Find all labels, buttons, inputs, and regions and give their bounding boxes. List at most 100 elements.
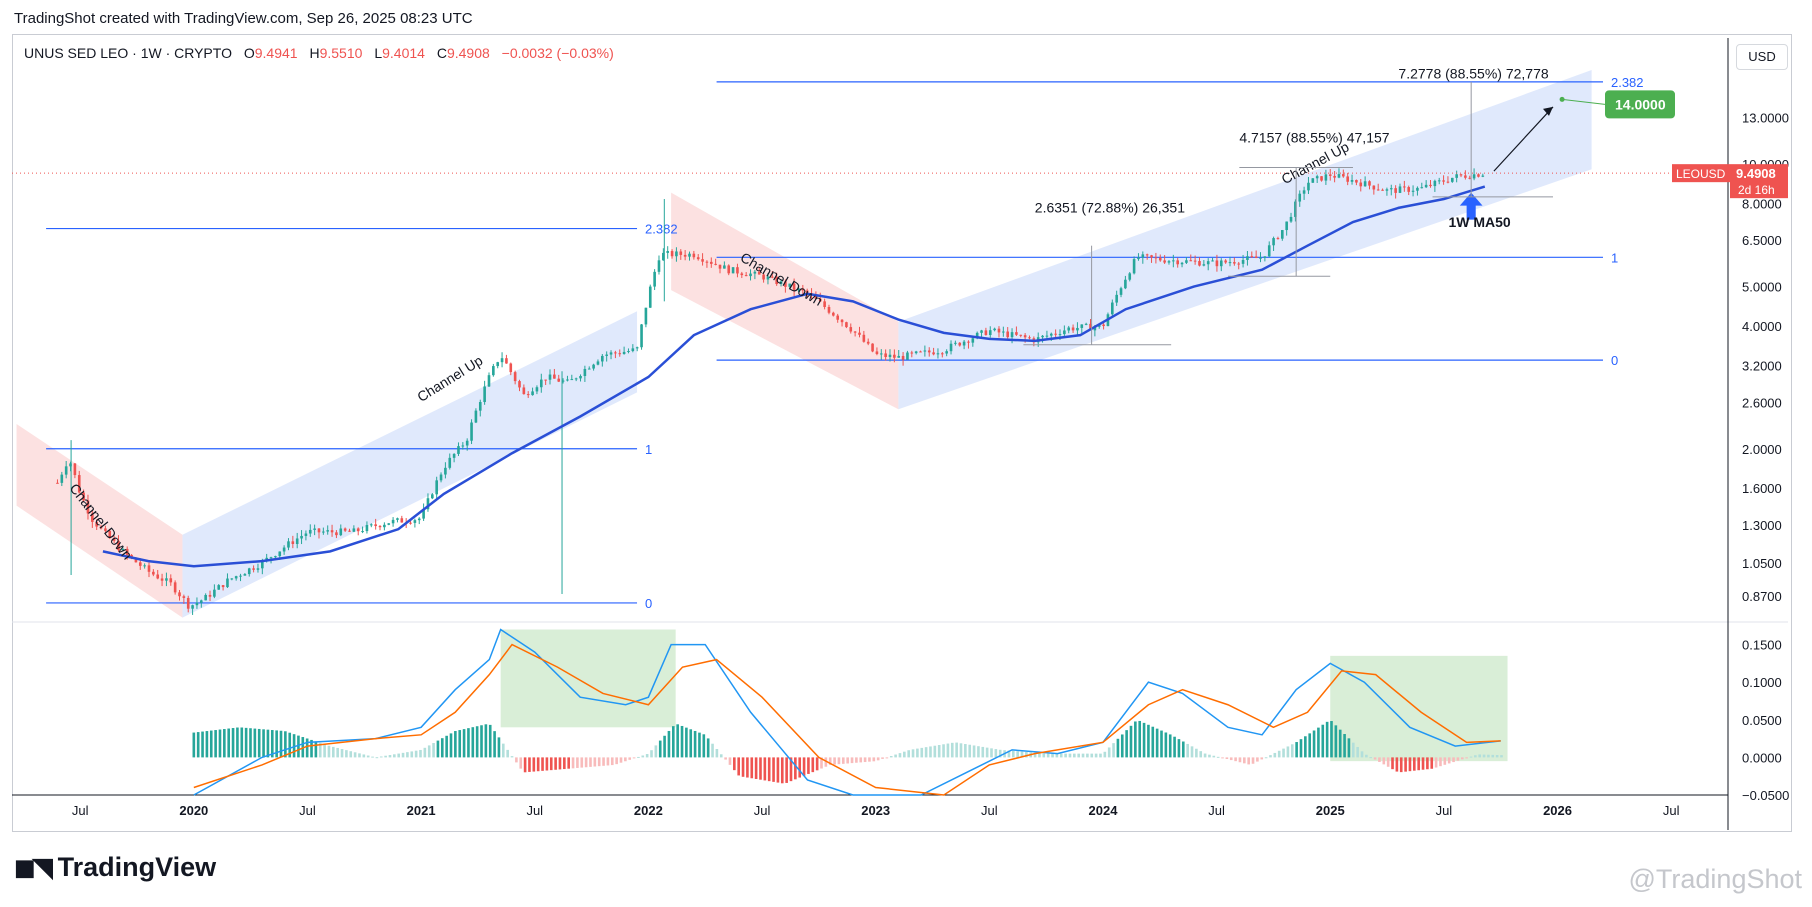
candle-body — [99, 526, 103, 529]
macd-histogram-bar — [475, 726, 479, 758]
candle-body — [753, 271, 757, 274]
macd-histogram-bar — [933, 745, 937, 758]
candle-body — [352, 528, 356, 532]
macd-histogram-bar — [815, 757, 819, 771]
candle-body — [160, 578, 164, 581]
macd-histogram-bar — [467, 728, 470, 758]
ma50-arrow — [1459, 192, 1483, 220]
candle-body — [662, 252, 665, 261]
macd-histogram-bar — [920, 747, 924, 758]
macd-histogram-bar — [523, 757, 527, 773]
macd-histogram-bar — [1134, 721, 1137, 758]
candle-body — [1407, 187, 1411, 192]
candle-body — [932, 352, 935, 355]
macd-histogram-bar — [1443, 757, 1447, 765]
ma50-label: 1W MA50 — [1448, 214, 1510, 230]
candle-body — [1346, 176, 1349, 182]
candle-body — [901, 355, 905, 360]
candle-body — [1294, 201, 1297, 217]
macd-histogram-bar — [1212, 755, 1216, 758]
candle-body — [832, 312, 835, 316]
macd-histogram-bar — [1491, 754, 1495, 758]
candle-body — [596, 361, 600, 365]
macd-histogram-bar — [1147, 724, 1150, 758]
candle-body — [1076, 327, 1079, 331]
candle-body — [1477, 174, 1480, 177]
macd-histogram-bar — [1399, 757, 1403, 773]
currency-button[interactable]: USD — [1736, 44, 1788, 70]
candle-body — [1158, 257, 1162, 261]
macd-histogram-bar — [353, 752, 357, 758]
candle-body — [784, 281, 787, 287]
candle-body — [343, 528, 347, 531]
macd-histogram-bar — [1186, 743, 1189, 758]
header-o-value: 9.4941 — [255, 45, 298, 61]
candle-body — [391, 519, 395, 524]
candle-body — [727, 265, 731, 274]
macd-histogram-bar — [218, 729, 222, 758]
macd-histogram-bar — [502, 743, 505, 758]
macd-histogram-bar — [776, 757, 780, 783]
measurement-label: 2.6351 (72.88%) 26,351 — [1035, 199, 1185, 215]
macd-histogram-bar — [480, 725, 483, 758]
macd-histogram-bar — [1155, 728, 1159, 758]
macd-histogram-bar — [859, 757, 863, 763]
candle-body — [740, 273, 744, 276]
candle-body — [648, 286, 652, 308]
candle-body — [1028, 337, 1031, 339]
macd-histogram-bar — [423, 747, 427, 758]
candle-body — [1320, 176, 1323, 181]
candle-body — [230, 578, 234, 580]
candle-body — [191, 605, 194, 609]
candle-body — [439, 474, 443, 481]
candle-body — [592, 364, 595, 369]
macd-histogram-bar — [1151, 726, 1155, 758]
candle-body — [653, 271, 656, 287]
candle-body — [670, 251, 674, 257]
macd-histogram-bar — [850, 757, 854, 764]
macd-histogram-bar — [1081, 753, 1085, 758]
symbol-tag-bg — [1672, 164, 1730, 183]
price-tick-label: 6.5000 — [1742, 233, 1782, 248]
header-l-label: L — [374, 45, 382, 61]
macd-histogram-bar — [968, 744, 972, 758]
candle-body — [875, 351, 879, 355]
candle-body — [278, 551, 282, 557]
candle-body — [1019, 334, 1023, 336]
candle-body — [365, 525, 369, 532]
macd-histogram-bar — [763, 757, 767, 781]
candle-body — [1442, 180, 1445, 182]
macd-histogram-bar — [214, 730, 217, 758]
candle-body — [448, 457, 452, 468]
candle-body — [579, 376, 582, 379]
candle-body — [1311, 178, 1315, 183]
macd-histogram-bar — [724, 757, 727, 760]
candle-body — [295, 538, 299, 545]
candle-body — [356, 528, 360, 532]
macd-tick-label: −0.0500 — [1742, 788, 1789, 803]
macd-histogram-bar — [432, 743, 435, 758]
signal-line — [193, 643, 1501, 796]
macd-histogram-bar — [1086, 753, 1089, 758]
candle-body — [566, 379, 569, 381]
candle-body — [1376, 189, 1380, 191]
fib-label: 2.382 — [645, 222, 678, 237]
candle-body — [322, 531, 325, 533]
candle-body — [1124, 279, 1127, 289]
candle-body — [574, 378, 578, 380]
symbol-tag: LEOUSD — [1676, 167, 1726, 181]
macd-histogram-bar — [876, 757, 880, 761]
candle-body — [1154, 257, 1158, 259]
candle-body — [539, 379, 543, 388]
macd-histogram-bar — [1129, 725, 1133, 758]
macd-histogram-bar — [297, 735, 300, 758]
macd-histogram-bar — [1360, 751, 1364, 758]
tradingview-logo[interactable]: ◼◥ TradingView — [14, 852, 216, 883]
candle-body — [836, 315, 840, 320]
macd-histogram-bar — [227, 728, 231, 758]
macd-histogram-bar — [1199, 751, 1203, 758]
candle-body — [958, 342, 962, 346]
header-c-value: 9.4908 — [447, 45, 490, 61]
macd-histogram-bar — [715, 748, 719, 758]
